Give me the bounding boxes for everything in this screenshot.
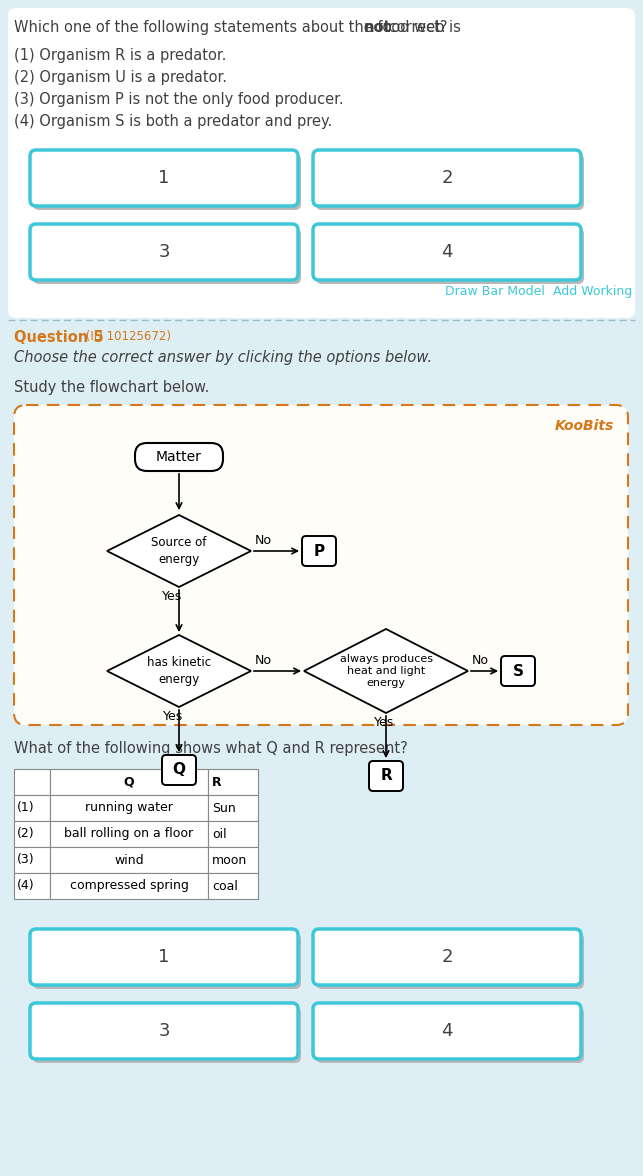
Text: wind: wind (114, 854, 144, 867)
FancyBboxPatch shape (33, 933, 301, 989)
Polygon shape (107, 635, 251, 707)
Bar (14, 873, 50, 898)
Text: 2: 2 (441, 948, 453, 965)
Text: 3: 3 (158, 243, 170, 261)
Text: oil: oil (212, 828, 226, 841)
Text: has kinetic
energy: has kinetic energy (147, 656, 211, 686)
Text: S: S (512, 663, 523, 679)
Text: 2: 2 (441, 169, 453, 187)
FancyBboxPatch shape (30, 1003, 298, 1060)
Bar (50, 847, 208, 873)
FancyBboxPatch shape (30, 151, 298, 206)
Text: R: R (380, 768, 392, 783)
FancyBboxPatch shape (316, 228, 584, 283)
FancyBboxPatch shape (30, 223, 298, 280)
FancyBboxPatch shape (313, 151, 581, 206)
FancyBboxPatch shape (30, 929, 298, 985)
FancyBboxPatch shape (135, 443, 223, 472)
Text: 1: 1 (158, 948, 170, 965)
FancyBboxPatch shape (33, 1007, 301, 1063)
FancyBboxPatch shape (14, 405, 628, 724)
Bar (14, 821, 50, 847)
Polygon shape (304, 629, 468, 713)
Text: Choose the correct answer by clicking the options below.: Choose the correct answer by clicking th… (14, 350, 432, 365)
Text: not: not (364, 20, 392, 35)
Text: Study the flowchart below.: Study the flowchart below. (14, 380, 210, 395)
FancyBboxPatch shape (316, 1007, 584, 1063)
Text: always produces
heat and light
energy: always produces heat and light energy (340, 654, 433, 688)
Text: (4): (4) (17, 880, 35, 893)
FancyBboxPatch shape (316, 154, 584, 211)
FancyBboxPatch shape (313, 929, 581, 985)
Text: Matter: Matter (156, 450, 202, 465)
Bar (50, 795, 208, 821)
FancyBboxPatch shape (33, 154, 301, 211)
Text: Source of
energy: Source of energy (151, 536, 206, 566)
Bar (208, 873, 258, 898)
Text: (2): (2) (17, 828, 35, 841)
FancyBboxPatch shape (369, 761, 403, 791)
Bar (208, 847, 258, 873)
Bar (208, 795, 258, 821)
Text: (1): (1) (17, 802, 35, 815)
Text: Question 5: Question 5 (14, 330, 104, 345)
Text: moon: moon (212, 854, 248, 867)
Text: Yes: Yes (162, 590, 182, 603)
Text: (2) Organism U is a predator.: (2) Organism U is a predator. (14, 71, 227, 85)
Text: coal: coal (212, 880, 238, 893)
FancyBboxPatch shape (313, 1003, 581, 1060)
Text: Sun: Sun (212, 802, 236, 815)
Text: correct?: correct? (384, 20, 447, 35)
Text: Add Working: Add Working (553, 285, 632, 298)
Bar (208, 769, 258, 795)
Bar (50, 769, 208, 795)
Text: (1) Organism R is a predator.: (1) Organism R is a predator. (14, 48, 226, 64)
Polygon shape (107, 515, 251, 587)
FancyBboxPatch shape (302, 536, 336, 566)
FancyBboxPatch shape (313, 223, 581, 280)
Text: 1: 1 (158, 169, 170, 187)
Bar (14, 769, 50, 795)
Text: What of the following shows what Q and R represent?: What of the following shows what Q and R… (14, 741, 408, 756)
Bar (208, 821, 258, 847)
Text: Which one of the following statements about the food web is: Which one of the following statements ab… (14, 20, 466, 35)
FancyBboxPatch shape (33, 228, 301, 283)
FancyBboxPatch shape (501, 656, 535, 686)
Text: No: No (472, 654, 489, 667)
Bar (50, 821, 208, 847)
Text: 4: 4 (441, 243, 453, 261)
Text: KooBits: KooBits (555, 419, 614, 433)
Text: P: P (313, 543, 325, 559)
Text: Yes: Yes (163, 710, 183, 723)
Text: (3) Organism P is not the only food producer.: (3) Organism P is not the only food prod… (14, 92, 343, 107)
Text: 4: 4 (441, 1022, 453, 1040)
Text: No: No (255, 534, 272, 547)
Text: (4) Organism S is both a predator and prey.: (4) Organism S is both a predator and pr… (14, 114, 332, 129)
Text: No: No (255, 654, 272, 667)
Text: Q: Q (123, 775, 134, 788)
FancyBboxPatch shape (8, 8, 635, 318)
Text: (ID 10125672): (ID 10125672) (82, 330, 171, 343)
Text: Yes: Yes (374, 716, 394, 729)
Text: compressed spring: compressed spring (69, 880, 188, 893)
Bar (14, 795, 50, 821)
Text: Draw Bar Model: Draw Bar Model (445, 285, 545, 298)
Text: ball rolling on a floor: ball rolling on a floor (64, 828, 194, 841)
Text: R: R (212, 775, 222, 788)
Text: (3): (3) (17, 854, 35, 867)
FancyBboxPatch shape (162, 755, 196, 786)
Bar (14, 847, 50, 873)
Bar (50, 873, 208, 898)
FancyBboxPatch shape (316, 933, 584, 989)
Text: 3: 3 (158, 1022, 170, 1040)
Text: Q: Q (172, 762, 185, 777)
Text: running water: running water (85, 802, 173, 815)
